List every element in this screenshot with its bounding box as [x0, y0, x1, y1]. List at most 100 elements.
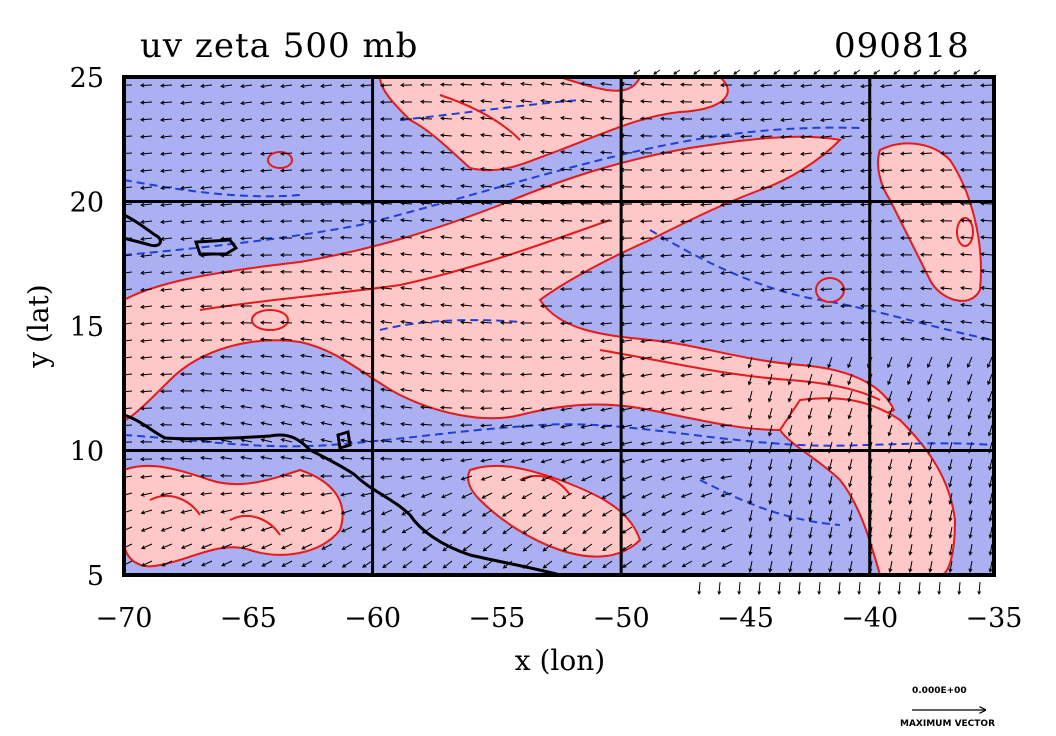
wind-vector [808, 458, 813, 471]
wind-vector [739, 117, 753, 122]
wind-vector [660, 373, 673, 378]
wind-vector [179, 338, 193, 343]
wind-vector [928, 560, 933, 573]
wind-vector [260, 117, 273, 123]
wind-vector [260, 543, 273, 550]
wind-vector [459, 99, 473, 104]
wind-vector [700, 509, 713, 516]
wind-vector [887, 458, 893, 471]
wind-vector [179, 270, 193, 275]
wind-vector [199, 270, 213, 275]
wind-vector [787, 424, 793, 437]
wind-vector [399, 116, 413, 121]
wind-vector [759, 134, 773, 139]
wind-vector [907, 356, 913, 369]
wind-vector [828, 526, 833, 539]
wind-vector [848, 543, 853, 556]
wind-vector [541, 475, 553, 482]
wind-vector [124, 83, 133, 87]
wind-vector [700, 458, 713, 463]
wind-vector [300, 491, 313, 497]
wind-vector [827, 407, 833, 420]
wind-vector [259, 202, 273, 207]
wind-vector [299, 303, 313, 308]
wind-vector [959, 134, 973, 139]
wind-vector [479, 286, 493, 291]
wind-vector [760, 253, 773, 258]
wind-vector [848, 492, 853, 505]
wind-vector [899, 303, 913, 308]
wind-vector [319, 168, 333, 173]
wind-vector [299, 218, 312, 224]
wind-vector [124, 186, 133, 190]
wind-vector [460, 235, 473, 240]
wind-vector [641, 492, 653, 499]
wind-vector [440, 252, 453, 257]
wind-vector [339, 117, 353, 122]
wind-vector [560, 81, 573, 86]
wind-vector [300, 509, 313, 515]
wind-vector [260, 455, 273, 460]
wind-vector [200, 202, 213, 207]
wind-vector [160, 287, 173, 292]
wind-vector [300, 100, 313, 106]
wind-vector [520, 458, 533, 464]
wind-vector [279, 286, 293, 291]
wind-vector [740, 321, 753, 327]
wind-vector [560, 390, 573, 395]
wind-vector [259, 491, 273, 496]
wind-vector [319, 218, 333, 223]
wind-vector [828, 492, 833, 505]
wind-vector [239, 354, 253, 359]
wind-vector [787, 356, 793, 369]
wind-vector [960, 302, 973, 308]
negative-vorticity-contours [124, 99, 994, 526]
wind-vector [280, 117, 293, 122]
wind-vector [199, 304, 213, 309]
wind-vector [968, 526, 973, 539]
wind-vector [179, 253, 193, 258]
wind-vector [339, 252, 353, 257]
wind-vector [280, 387, 293, 392]
wind-vector [879, 269, 893, 275]
wind-vector [768, 424, 773, 437]
wind-vector [899, 235, 912, 241]
wind-vector [947, 458, 953, 471]
wind-vector [920, 83, 933, 89]
wind-vector [768, 492, 773, 505]
wind-vector [800, 117, 813, 123]
wind-vector [519, 320, 533, 326]
wind-vector [420, 218, 433, 223]
wind-vector [747, 407, 753, 420]
wind-vector [239, 253, 253, 258]
wind-vector [681, 543, 693, 550]
wind-vector [599, 150, 613, 155]
wind-vector [341, 560, 353, 568]
wind-vector [759, 338, 773, 343]
wind-vector [799, 287, 813, 292]
wind-vector [420, 268, 433, 274]
wind-vector [579, 287, 593, 292]
wind-vector [399, 150, 413, 155]
wind-vector [760, 151, 773, 156]
wind-vector [808, 509, 813, 522]
wind-vector [948, 509, 953, 522]
wind-vector [777, 581, 782, 596]
wind-vector [159, 389, 173, 394]
wind-vector [839, 287, 853, 292]
wind-vector [199, 371, 213, 376]
wind-vector [439, 439, 453, 445]
wind-vector [602, 543, 613, 552]
wind-vector [320, 421, 333, 426]
wind-vector [740, 219, 753, 224]
wind-vector [559, 235, 573, 240]
wind-vector [200, 168, 213, 173]
wind-vector [359, 474, 373, 479]
wind-vector [439, 150, 453, 155]
wind-vector [239, 473, 253, 478]
wind-vector [933, 69, 941, 75]
wind-vector [959, 184, 973, 189]
wind-vector [159, 117, 173, 122]
wind-vector [601, 509, 613, 517]
